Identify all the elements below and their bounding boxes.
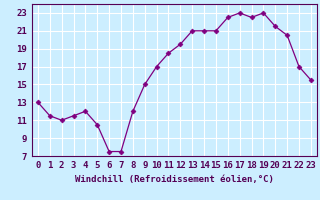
X-axis label: Windchill (Refroidissement éolien,°C): Windchill (Refroidissement éolien,°C)	[75, 175, 274, 184]
